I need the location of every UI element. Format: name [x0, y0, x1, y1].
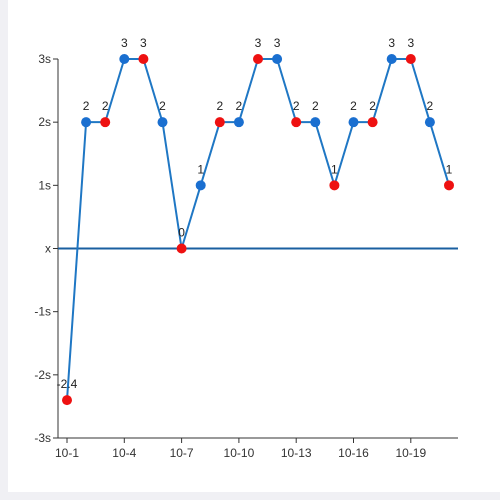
y-tick-label: x — [45, 242, 51, 256]
data-label: 2 — [236, 99, 243, 113]
y-tick-label: -1s — [34, 305, 51, 319]
data-point — [424, 117, 435, 128]
data-point — [348, 117, 359, 128]
data-label: 2 — [312, 99, 319, 113]
data-label: 3 — [140, 36, 147, 50]
data-point — [405, 54, 416, 64]
data-label: 2 — [83, 99, 90, 113]
x-tick-label: 10-19 — [395, 446, 426, 460]
data-label: 0 — [178, 226, 185, 240]
data-label: 3 — [255, 36, 262, 50]
data-label: 2 — [350, 99, 357, 113]
data-point — [233, 117, 244, 128]
x-tick-label: 10-7 — [170, 446, 194, 460]
data-label: 2 — [159, 99, 166, 113]
data-point — [272, 54, 283, 64]
x-tick-label: 10-16 — [338, 446, 369, 460]
left-border-strip — [0, 0, 8, 500]
data-label: 2 — [102, 99, 109, 113]
data-point — [157, 117, 168, 128]
data-point — [176, 243, 187, 254]
data-point — [329, 180, 340, 191]
data-label: 3 — [407, 36, 414, 50]
data-label: 2 — [369, 99, 376, 113]
data-point — [195, 180, 206, 191]
data-label: 3 — [121, 36, 128, 50]
x-tick-label: 10-13 — [281, 446, 312, 460]
data-point — [100, 117, 111, 128]
data-point — [81, 117, 92, 128]
data-label: 1 — [197, 162, 204, 176]
data-point — [291, 117, 302, 128]
data-point — [386, 54, 397, 64]
series-layer — [62, 54, 454, 406]
data-point — [119, 54, 130, 64]
y-tick-label: -2s — [34, 368, 51, 382]
data-label: -2.4 — [57, 377, 78, 391]
data-label: 1 — [446, 162, 453, 176]
series-line — [66, 58, 450, 401]
data-label: 3 — [388, 36, 395, 50]
y-tick-label: 2s — [38, 115, 51, 129]
x-tick-label: 10-1 — [55, 446, 79, 460]
data-label: 3 — [274, 36, 281, 50]
y-tick-label: 1s — [38, 178, 51, 192]
bottom-border-strip — [0, 492, 500, 500]
x-tick-label: 10-10 — [224, 446, 255, 460]
data-point — [367, 117, 378, 128]
data-point — [310, 117, 321, 128]
y-tick-label: 3s — [38, 52, 51, 66]
data-label: 1 — [331, 162, 338, 176]
data-point — [253, 54, 263, 64]
data-label: 2 — [216, 99, 223, 113]
data-label: 2 — [427, 99, 434, 113]
data-label: 2 — [293, 99, 300, 113]
y-tick-label: -3s — [34, 431, 51, 445]
data-point — [62, 395, 72, 406]
data-point — [138, 54, 149, 64]
data-point — [214, 117, 225, 128]
data-point — [444, 180, 454, 191]
x-tick-label: 10-4 — [112, 446, 136, 460]
